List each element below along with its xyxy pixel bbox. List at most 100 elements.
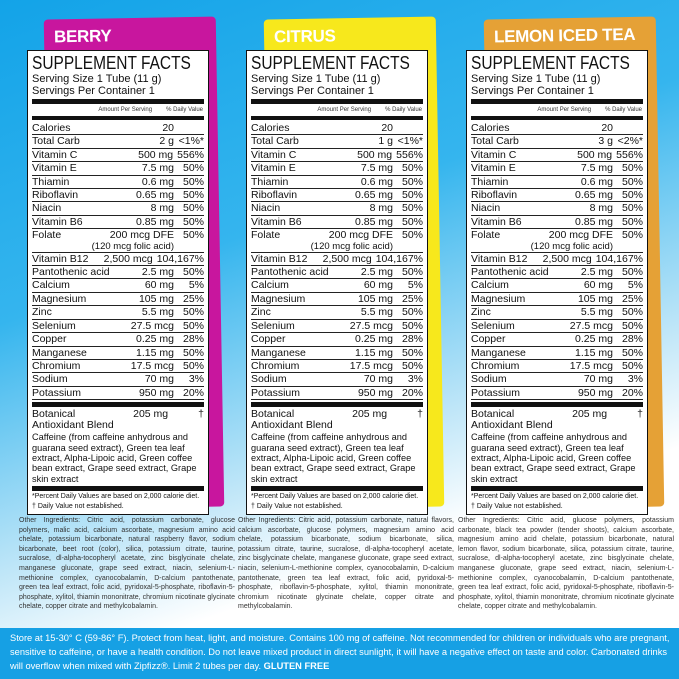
thick-divider <box>32 116 204 120</box>
amount-value: 2.5 mg <box>580 266 613 279</box>
nutrient-amount: 0.6 mg <box>118 176 178 188</box>
daily-value: 50% <box>621 319 643 332</box>
nutrient-row: Total Carb 3 g <2%* <box>471 135 643 149</box>
nutrient-row: Potassium 950 mg 20% <box>251 386 423 401</box>
facts-title: SUPPLEMENT FACTS <box>251 53 410 73</box>
thick-divider <box>251 116 423 120</box>
amount-value: 8 mg <box>369 202 393 215</box>
nutrient-row: Manganese 1.15 mg 50% <box>471 347 643 360</box>
amount-value: 105 mg <box>138 292 174 305</box>
amount-value: 0.6 mg <box>580 175 613 188</box>
nutrient-row: Calcium 60 mg 5% <box>251 279 423 293</box>
daily-value <box>397 122 423 134</box>
daily-value: 50% <box>182 162 204 175</box>
amount-value: 2,500 mcg <box>103 252 153 265</box>
nutrient-name: Magnesium <box>251 292 306 305</box>
gluten-free-label: GLUTEN FREE <box>263 661 330 671</box>
nutrient-row: Thiamin 0.6 mg 50% <box>471 175 643 190</box>
footnote-dagger: † Daily Value not established. <box>32 502 124 510</box>
nutrient-row: Folate 200 mcg DFE (120 mcg folic acid) 50% <box>471 229 643 253</box>
daily-value: 50% <box>401 162 423 175</box>
serving-size: Serving Size 1 Tube (11 g) <box>32 73 162 85</box>
amount-value: 950 mg <box>357 386 393 399</box>
servings-per-container: Servings Per Container 1 <box>471 85 594 97</box>
nutrient-name: Potassium <box>471 386 521 399</box>
amount-value: 0.65 mg <box>355 189 393 202</box>
blend-dv: † <box>198 408 204 421</box>
daily-value: 104,167% <box>595 252 643 265</box>
daily-value: 50% <box>401 189 423 202</box>
daily-value: 50% <box>401 215 423 228</box>
blend-label-2: Antioxidant Blend <box>251 419 333 432</box>
nutrient-amount: 0.6 mg <box>557 176 617 188</box>
serving-size: Serving Size 1 Tube (11 g) <box>251 73 381 85</box>
nutrient-row: Niacin 8 mg 50% <box>251 202 423 216</box>
nutrient-name: Calories <box>32 122 71 134</box>
nutrient-row: Manganese 1.15 mg 50% <box>251 347 423 360</box>
nutrient-name: Selenium <box>251 319 295 332</box>
daily-value: 50% <box>182 319 204 332</box>
amount-value: 2.5 mg <box>141 266 174 279</box>
amount-header: Amount Per Serving <box>537 107 592 113</box>
daily-value: 50% <box>182 346 204 359</box>
nutrient-row: Copper 0.25 mg 28% <box>471 333 643 347</box>
nutrient-name: Vitamin B6 <box>471 215 522 228</box>
nutrient-name: Vitamin E <box>32 162 77 175</box>
flavor-name: LEMON ICED TEA <box>493 24 636 47</box>
dv-header: % Daily Value <box>605 107 642 113</box>
nutrient-row: Calories 20 <box>251 122 423 136</box>
nutrient-row: Calories 20 <box>471 122 643 136</box>
nutrient-row: Vitamin E 7.5 mg 50% <box>251 162 423 176</box>
thick-divider <box>471 402 643 408</box>
nutrient-row: Potassium 950 mg 20% <box>32 387 204 401</box>
nutrient-amount: 17.5 mcg <box>557 360 617 372</box>
daily-value: 50% <box>401 202 423 215</box>
footnote-dv: *Percent Daily Values are based on 2,000… <box>251 493 419 501</box>
nutrient-amount: 70 mg <box>337 373 397 385</box>
nutrient-row: Niacin 8 mg 50% <box>32 202 204 216</box>
nutrient-amount: 1.15 mg <box>557 347 617 359</box>
nutrient-name: Folate <box>471 229 501 242</box>
daily-value: 50% <box>621 175 643 188</box>
daily-value: 50% <box>401 266 423 279</box>
nutrient-row: Total Carb 2 g <1%* <box>32 135 204 149</box>
nutrient-name: Selenium <box>471 319 515 332</box>
amount-value: 8 mg <box>589 202 613 215</box>
amount-value: 60 mg <box>363 279 393 292</box>
nutrient-row: Zinc 5.5 mg 50% <box>471 306 643 320</box>
nutrient-row: Selenium 27.5 mcg 50% <box>471 319 643 334</box>
other-ingredients-berry: Other Ingredients: Citric acid, potassiu… <box>19 517 235 611</box>
daily-value: 50% <box>182 359 204 372</box>
amount-value: 950 mg <box>577 386 613 399</box>
daily-value: 28% <box>401 333 423 346</box>
daily-value: 556% <box>177 148 204 161</box>
nutrient-amount: 17.5 mcg <box>118 360 178 372</box>
amount-value: 8 mg <box>150 202 174 215</box>
nutrient-row: Zinc 5.5 mg 50% <box>251 306 423 320</box>
daily-value: 104,167% <box>375 252 423 265</box>
nutrient-row: Selenium 27.5 mcg 50% <box>32 319 204 334</box>
nutrient-row: Vitamin B12 2,500 mcg 104,167% <box>32 252 204 267</box>
daily-value: 50% <box>182 175 204 188</box>
footnote-dagger: † Daily Value not established. <box>251 502 343 510</box>
storage-text: Store at 15-30° C (59-86° F). Protect fr… <box>10 633 670 671</box>
supplement-facts-panel-citrus: SUPPLEMENT FACTS Serving Size 1 Tube (11 … <box>246 50 428 516</box>
nutrient-name: Vitamin C <box>251 148 297 161</box>
daily-value: 50% <box>621 229 643 242</box>
nutrient-row: Vitamin B12 2,500 mcg 104,167% <box>471 252 643 267</box>
nutrient-row: Folate 200 mcg DFE (120 mcg folic acid) 50% <box>251 229 423 253</box>
nutrient-amount: 0.25 mg <box>118 333 178 345</box>
column-header: Amount Per Serving % Daily Value <box>251 106 423 114</box>
amount-value: 17.5 mcg <box>349 359 393 372</box>
nutrient-name: Manganese <box>251 346 306 359</box>
nutrient-row: Potassium 950 mg 20% <box>471 386 643 401</box>
nutrient-amount: 200 mcg DFE (120 mcg folic acid) <box>89 229 178 251</box>
flavor-name: CITRUS <box>273 26 336 47</box>
nutrient-amount: 500 mg <box>556 149 616 161</box>
blend-amount: 205 mg <box>572 408 608 421</box>
nutrient-name: Copper <box>32 333 67 346</box>
nutrient-name: Pantothenic acid <box>471 266 549 279</box>
footnote-dv: *Percent Daily Values are based on 2,000… <box>471 493 639 501</box>
nutrient-amount: 2,500 mcg <box>536 253 596 265</box>
daily-value: 50% <box>621 306 643 319</box>
